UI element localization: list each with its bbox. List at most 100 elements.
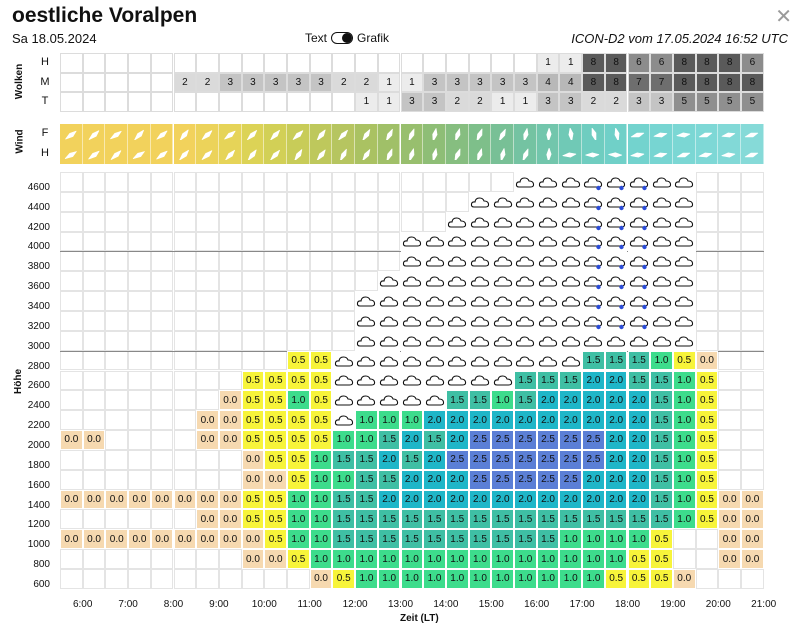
- cloud-icon-cell: [672, 271, 696, 292]
- grid-cell: [150, 211, 174, 232]
- wind-arrow-cell: [105, 144, 129, 164]
- thermal-cell: 0.5: [672, 350, 696, 371]
- thermal-cell: 1.5: [536, 529, 560, 550]
- thermal-cell: 1.0: [672, 410, 696, 431]
- thermal-cell: 2.5: [536, 430, 560, 450]
- cloud-icon-cell: [400, 251, 424, 272]
- grid-cell: [218, 172, 242, 192]
- thermal-cell: 0.5: [264, 489, 287, 510]
- grid-cell: [287, 172, 310, 192]
- thermal-cell: 1.5: [445, 509, 469, 530]
- cloud-icon-cell: [536, 271, 560, 292]
- cloud-cell: [82, 92, 106, 112]
- cloud-icon-cell: [627, 310, 651, 331]
- grid-cell: [150, 549, 174, 569]
- cloud-icon: [425, 356, 444, 367]
- grid-cell: [741, 251, 764, 272]
- grid-cell: [196, 231, 219, 252]
- cloud-icon: [629, 177, 648, 191]
- thermal-cell: 1.5: [355, 509, 378, 530]
- toggle-switch[interactable]: [331, 32, 354, 44]
- cloud-icon: [675, 336, 694, 347]
- cloud-icon-cell: [672, 310, 696, 331]
- wind-arrow-cell: [627, 124, 651, 144]
- cloud-icon-cell: [604, 231, 628, 252]
- grid-cell: [150, 469, 174, 490]
- grid-cell: [695, 529, 719, 550]
- thermal-cell: 2.5: [582, 449, 605, 470]
- wind-arrow-icon: [522, 148, 529, 160]
- cloud-icon: [516, 276, 535, 287]
- grid-cell: [173, 191, 197, 212]
- grid-cell: [196, 350, 219, 371]
- thermal-cell: 2.0: [445, 430, 469, 450]
- thermal-cell: 2.0: [423, 449, 446, 470]
- x-tick-label: 9:00: [209, 599, 229, 610]
- grid-cell: [150, 569, 174, 589]
- toggle-graphic-label[interactable]: Grafik: [357, 31, 390, 45]
- grid-cell: [173, 291, 197, 311]
- cloud-icon-cell: [627, 211, 651, 232]
- cloud-icon: [425, 375, 444, 386]
- grid-cell: [332, 231, 356, 252]
- close-button[interactable]: ✕: [775, 6, 792, 28]
- grid-cell: [218, 469, 242, 490]
- grid-cell: [173, 310, 197, 331]
- wind-arrow-icon: [134, 129, 144, 140]
- thermal-cell: 2.5: [559, 469, 583, 490]
- grid-cell: [332, 291, 356, 311]
- grid-cell: [241, 231, 265, 252]
- cloud-icon: [584, 316, 603, 330]
- cloud-icon: [380, 375, 399, 386]
- wind-arrow-cell: [718, 144, 741, 164]
- grid-cell: [128, 449, 151, 470]
- grid-cell: [264, 211, 287, 232]
- cloud-cell: 8: [604, 72, 628, 92]
- thermal-cell: 0.0: [196, 529, 219, 550]
- grid-cell: [400, 172, 424, 192]
- grid-cell: [287, 211, 310, 232]
- cloud-icon-cell: [627, 191, 651, 212]
- cloud-icon: [493, 217, 512, 228]
- grid-cell: [741, 430, 764, 450]
- cloud-icon: [470, 336, 490, 347]
- wind-arrow-icon: [562, 152, 577, 158]
- cloud-icon: [357, 336, 376, 347]
- toggle-text-label[interactable]: Text: [305, 31, 328, 45]
- cloud-icon: [516, 316, 535, 327]
- wind-arrow-icon: [699, 132, 713, 138]
- cloud-icon-cell: [582, 271, 605, 292]
- grid-cell: [218, 370, 242, 391]
- thermal-cell: 0.5: [241, 430, 265, 450]
- thermal-cell: 2.0: [604, 370, 628, 391]
- grid-cell: [82, 291, 106, 311]
- thermal-cell: 1.5: [650, 370, 673, 391]
- grid-cell: [128, 430, 151, 450]
- cloud-icon-cell: [559, 251, 583, 272]
- grid-cell: [355, 172, 378, 192]
- grid-cell: [173, 211, 197, 232]
- wind-arrow-cell: [128, 144, 151, 164]
- cloud-cell: 6: [627, 53, 651, 73]
- thermal-cell: 1.0: [309, 469, 333, 490]
- view-toggle[interactable]: Text Grafik: [305, 31, 389, 45]
- thermal-cell: 1.5: [650, 390, 673, 411]
- cloud-cell: [173, 92, 197, 112]
- grid-cell: [695, 211, 719, 232]
- grid-cell: [695, 172, 719, 192]
- thermal-cell: 2.0: [491, 410, 514, 431]
- wind-arrow-icon: [87, 150, 100, 160]
- grid-cell: [150, 410, 174, 431]
- grid-cell: [82, 211, 106, 232]
- wind-arrow-cell: [514, 124, 537, 144]
- cloud-cell: [196, 53, 219, 73]
- cloud-icon: [561, 296, 580, 307]
- thermal-cell: 1.0: [355, 549, 378, 569]
- x-tick-label: 13:00: [387, 599, 414, 610]
- grid-cell: [287, 251, 310, 272]
- grid-cell: [241, 350, 265, 371]
- cloud-icon: [493, 336, 512, 347]
- grid-cell: [741, 569, 764, 589]
- grid-cell: [60, 549, 83, 569]
- grid-cell: [218, 231, 242, 252]
